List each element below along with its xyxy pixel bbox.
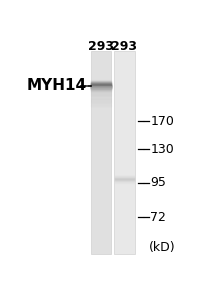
Text: MYH14: MYH14	[27, 78, 87, 93]
Text: 170: 170	[150, 115, 174, 128]
Text: 293: 293	[87, 40, 113, 53]
Text: 95: 95	[150, 176, 165, 189]
Text: 130: 130	[150, 143, 173, 156]
Bar	[114, 51, 134, 254]
Bar	[90, 51, 110, 254]
Text: 72: 72	[150, 211, 165, 224]
Text: (kD): (kD)	[148, 241, 175, 254]
Text: 293: 293	[111, 40, 137, 53]
